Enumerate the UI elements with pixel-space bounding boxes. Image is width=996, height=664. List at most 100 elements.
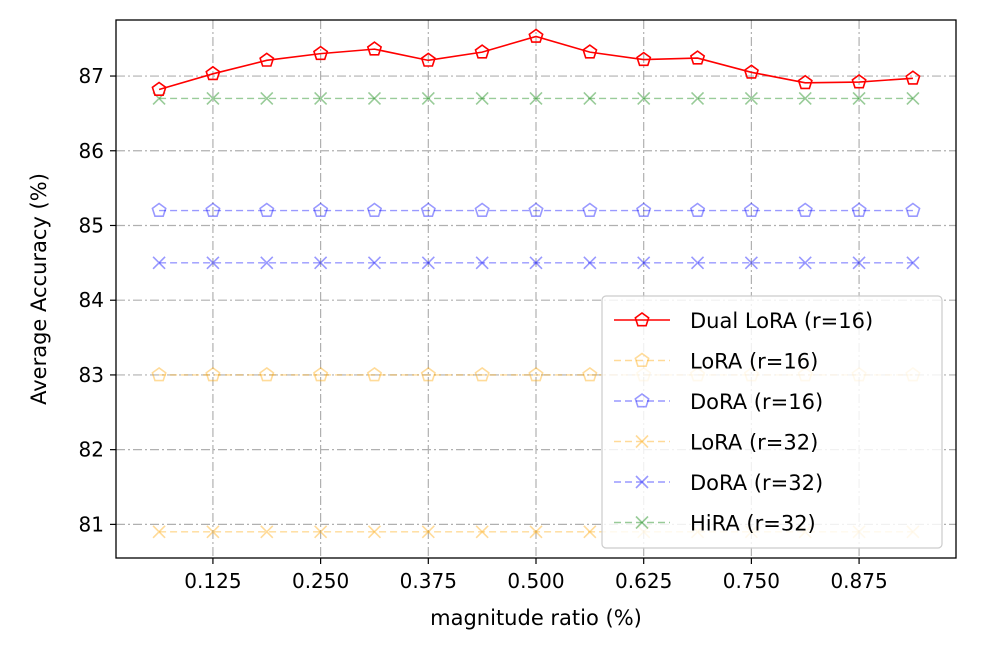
data-point [797,74,813,90]
data-point [528,28,544,43]
data-point [906,91,920,106]
data-point [366,202,383,217]
data-point [152,525,166,539]
data-point [259,366,275,382]
data-point [637,256,651,270]
data-point [151,202,167,217]
data-point [851,202,867,217]
data-point-stroke-b [475,525,489,539]
data-point [475,525,489,539]
data-point-stroke-b [314,256,328,270]
data-point [905,70,921,85]
legend-label: DoRA (r=16) [690,390,823,414]
data-point-stroke-b [421,256,435,270]
data-point [474,202,490,217]
series-1 [151,28,921,96]
data-point [690,256,705,270]
data-point [529,91,543,106]
data-point [151,366,167,382]
data-point [743,202,759,217]
data-point-stroke-b [798,256,812,270]
data-point [367,91,382,106]
data-point [905,202,921,217]
data-point [205,366,221,382]
data-point-stroke-a [583,91,597,106]
data-point [259,202,275,217]
data-point-stroke-b [852,91,866,106]
series-6 [152,91,920,106]
data-point [528,202,544,217]
data-point-stroke-b [529,256,543,270]
y-tick-label: 87 [79,64,104,88]
data-point [367,525,382,539]
data-point [798,256,812,270]
series-line [158,35,913,91]
data-point-stroke-a [475,91,489,106]
x-tick-label: 0.750 [723,569,780,593]
series-3 [151,202,921,217]
data-point [151,81,167,96]
data-point-stroke-b [314,525,328,539]
data-point-stroke-a [583,525,597,539]
data-point-stroke-b [260,525,274,539]
data-point-stroke-a [583,256,597,270]
legend-entry: DoRA (r=16) [614,390,823,414]
data-point [420,366,436,382]
data-point-stroke-a [475,256,489,270]
data-point-stroke-b [529,525,543,539]
legend-entry: Dual LoRA (r=16) [614,309,873,333]
data-point-stroke-b [421,525,435,539]
legend-label: LoRA (r=32) [690,431,818,455]
data-point [205,65,221,81]
legend-marker-stroke-a [635,475,649,489]
data-point-stroke-b [314,91,328,106]
data-point-stroke-a [906,256,920,270]
x-axis-label: magnitude ratio (%) [430,606,642,630]
data-point-stroke-b [260,256,274,270]
data-point-stroke-a [260,256,274,270]
legend-label: Dual LoRA (r=16) [690,309,873,333]
data-point-stroke-b [744,91,758,106]
data-point-stroke-b [583,91,597,106]
data-point [583,91,597,106]
data-point-stroke-a [421,256,435,270]
data-point-stroke-b [475,256,489,270]
data-point [260,256,274,270]
data-point-stroke-a [690,256,705,270]
data-point [366,366,383,382]
data-point-stroke-a [152,256,166,270]
data-point-stroke-a [852,91,866,106]
data-point-stroke-a [206,91,220,106]
data-point [420,202,436,217]
data-point-stroke-b [206,91,220,106]
x-tick-label: 0.625 [615,569,672,593]
data-point-stroke-a [852,256,866,270]
data-point [529,256,543,270]
data-point [475,91,489,106]
data-point-stroke-a [314,525,328,539]
data-point [260,525,274,539]
data-point [420,52,436,67]
data-point-stroke-b [367,256,382,270]
y-tick-label: 83 [79,363,104,387]
data-point-stroke-b [637,256,651,270]
x-tick-label: 0.250 [292,569,349,593]
data-point [529,525,543,539]
data-point-stroke-b [529,91,543,106]
data-point-stroke-b [690,91,705,106]
data-point [259,52,275,67]
data-point-stroke-b [475,91,489,106]
data-point [314,525,328,539]
legend-marker [634,352,650,367]
data-point [206,525,220,539]
data-point [367,256,382,270]
legend-marker-stroke-a [635,434,649,449]
data-point-stroke-a [744,91,758,106]
data-point-stroke-a [475,525,489,539]
data-point-stroke-b [260,91,274,106]
data-point-stroke-b [206,525,220,539]
data-point-stroke-b [690,256,705,270]
data-point [852,91,866,106]
legend-marker [634,393,650,408]
